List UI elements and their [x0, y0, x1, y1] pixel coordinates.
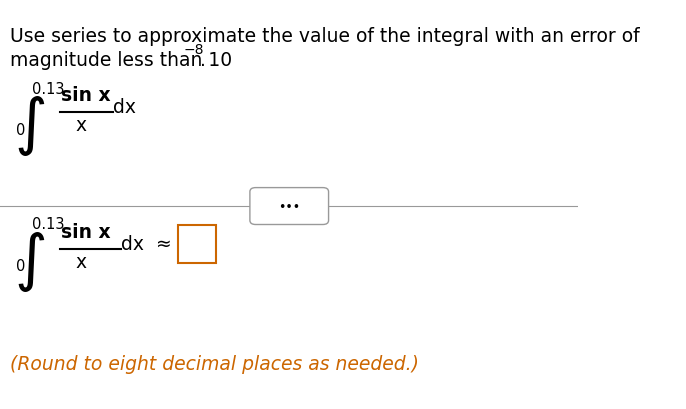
Text: 0.13: 0.13: [32, 82, 64, 97]
Text: −8: −8: [184, 43, 204, 57]
Text: •••: •••: [278, 200, 300, 213]
Text: 0: 0: [16, 123, 25, 138]
Text: Use series to approximate the value of the integral with an error of: Use series to approximate the value of t…: [10, 27, 640, 45]
Text: 0.13: 0.13: [32, 217, 64, 232]
FancyBboxPatch shape: [178, 225, 216, 264]
Text: sin x: sin x: [61, 222, 110, 241]
Text: sin x: sin x: [61, 86, 110, 105]
Text: (Round to eight decimal places as needed.): (Round to eight decimal places as needed…: [10, 354, 419, 373]
Text: $\int$: $\int$: [14, 229, 46, 293]
Text: ≈: ≈: [155, 234, 171, 253]
FancyBboxPatch shape: [250, 188, 329, 225]
Text: x: x: [75, 252, 86, 271]
Text: dx: dx: [113, 97, 136, 116]
Text: magnitude less than 10: magnitude less than 10: [10, 51, 233, 70]
Text: .: .: [200, 51, 205, 70]
Text: 0: 0: [16, 258, 25, 274]
Text: dx: dx: [121, 234, 145, 253]
Text: x: x: [75, 115, 86, 134]
Text: $\int$: $\int$: [14, 94, 46, 158]
